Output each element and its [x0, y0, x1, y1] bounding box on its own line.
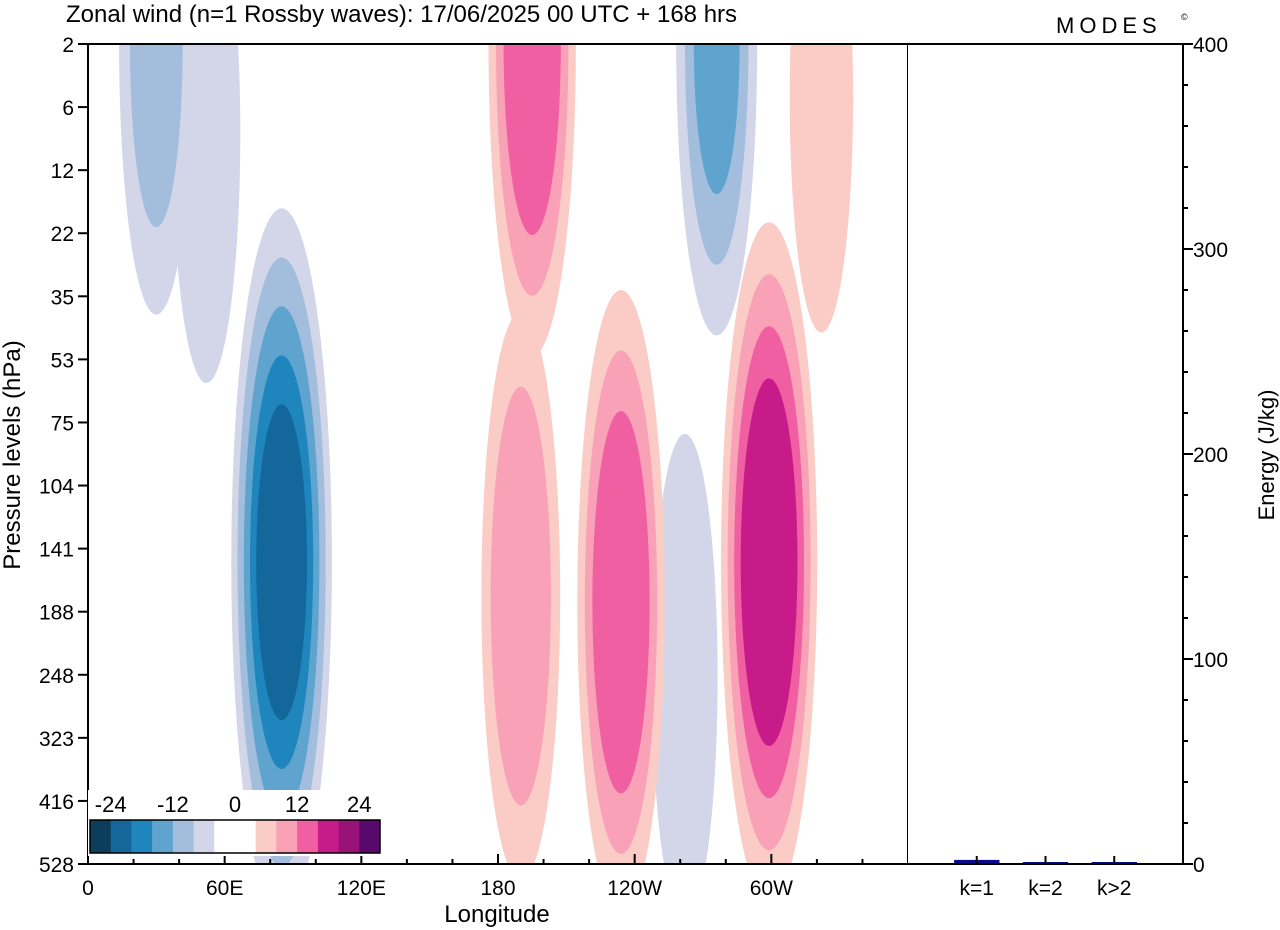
- contour-feature: [577, 290, 665, 864]
- pressure-tick-label: 323: [39, 728, 74, 751]
- contour-feature: [652, 433, 718, 864]
- pressure-tick-label: 35: [51, 286, 74, 309]
- contour-level-neg-4: [652, 433, 718, 864]
- colorbar-cell: [297, 820, 319, 853]
- y-axis-title: Pressure levels (hPa): [0, 340, 26, 569]
- colorbar-cell: [255, 820, 277, 853]
- energy-tick-label: 300: [1193, 239, 1228, 262]
- pressure-tick-label: 104: [39, 476, 74, 499]
- colorbar-cell: [276, 820, 298, 853]
- contour-level-neg-12: [693, 44, 740, 195]
- longitude-tick-label: 120E: [337, 877, 386, 900]
- colorbar-tick-label: 0: [229, 792, 241, 817]
- colorbar: -24 -12 0 12 24: [88, 790, 382, 856]
- chart-title: Zonal wind (n=1 Rossby waves): 17/06/202…: [66, 1, 737, 28]
- colorbar-cell: [172, 820, 194, 853]
- colorbar-tick-label: -12: [157, 792, 189, 817]
- contour-level-pos-4: [789, 44, 854, 333]
- colorbar-cell: [110, 820, 132, 853]
- pressure-tick-label: 12: [51, 160, 74, 183]
- contour-fills: [119, 44, 854, 864]
- bar-background: [908, 44, 1183, 864]
- pressure-tick-label: 188: [39, 602, 74, 625]
- energy-tick-label: 100: [1193, 649, 1228, 672]
- bar-category-label: k>2: [1097, 877, 1131, 900]
- pressure-axis: 2 6 12 22 35 53 75 104 141 188 248 323 416 528: [39, 34, 88, 877]
- bar-category-label: k=2: [1028, 877, 1062, 900]
- energy-bar-panel: 0 100 200 300 400 k=1 k=2 k>2 Energy (J/kg): [908, 34, 1279, 900]
- pressure-tick-label: 248: [39, 665, 74, 688]
- energy-axis: 0 100 200 300 400: [1183, 34, 1228, 877]
- contour-level-neg-8: [129, 44, 183, 228]
- colorbar-cell: [359, 820, 381, 853]
- bar-category-axis: k=1 k=2 k>2: [960, 856, 1131, 900]
- colorbar-cell: [152, 820, 174, 853]
- colorbar-cell: [214, 820, 236, 853]
- contour-feature: [488, 44, 576, 357]
- colorbar-cell: [131, 820, 153, 853]
- pressure-tick-label: 416: [39, 791, 74, 814]
- longitude-tick-label: 0: [82, 877, 94, 900]
- colorbar-cell: [338, 820, 360, 853]
- pressure-tick-label: 6: [62, 97, 74, 120]
- longitude-axis: 0 60E 120E 180 120W 60W: [82, 854, 909, 900]
- contour-level-neg-20: [256, 404, 307, 720]
- contour-feature: [789, 44, 854, 333]
- energy-tick-label: 0: [1193, 854, 1205, 877]
- colorbar-tick-label: -24: [95, 792, 127, 817]
- pressure-tick-label: 22: [51, 223, 74, 246]
- pressure-tick-label: 2: [62, 34, 74, 57]
- brand-mark: ©: [1181, 12, 1188, 22]
- contour-level-pos-12: [503, 44, 561, 236]
- colorbar-cell: [317, 820, 339, 853]
- contour-feature: [231, 208, 332, 864]
- x-axis-title: Longitude: [444, 901, 549, 928]
- contour-feature: [119, 44, 194, 315]
- contour-level-pos-8: [490, 386, 551, 806]
- energy-tick-label: 200: [1193, 444, 1228, 467]
- colorbar-tick-label: 12: [285, 792, 309, 817]
- bar-category-label: k=1: [960, 877, 994, 900]
- pressure-tick-label: 75: [51, 412, 74, 435]
- longitude-tick-label: 60W: [750, 877, 793, 900]
- colorbar-frame: [89, 819, 381, 854]
- pressure-tick-label: 53: [51, 349, 74, 372]
- colorbar-cell: [235, 820, 257, 853]
- contour-panel: 2 6 12 22 35 53 75 104 141 188 248 323 416 528 0 60E 12…: [0, 34, 909, 928]
- colorbar-tick-label: 24: [347, 792, 371, 817]
- contour-level-pos-16: [740, 378, 798, 746]
- contour-feature: [676, 44, 758, 336]
- longitude-tick-label: 180: [480, 877, 515, 900]
- brand-logo: MODES: [1056, 13, 1162, 38]
- pressure-tick-label: 141: [39, 539, 74, 562]
- contour-feature: [721, 222, 818, 864]
- longitude-tick-label: 60E: [206, 877, 243, 900]
- longitude-tick-label: 120W: [607, 877, 662, 900]
- energy-axis-title: Energy (J/kg): [1254, 390, 1279, 521]
- contour-level-pos-12: [592, 411, 650, 794]
- colorbar-cell: [90, 820, 112, 853]
- pressure-tick-label: 528: [39, 854, 74, 877]
- contour-feature: [481, 311, 561, 864]
- energy-tick-label: 400: [1193, 34, 1228, 57]
- colorbar-cell: [193, 820, 215, 853]
